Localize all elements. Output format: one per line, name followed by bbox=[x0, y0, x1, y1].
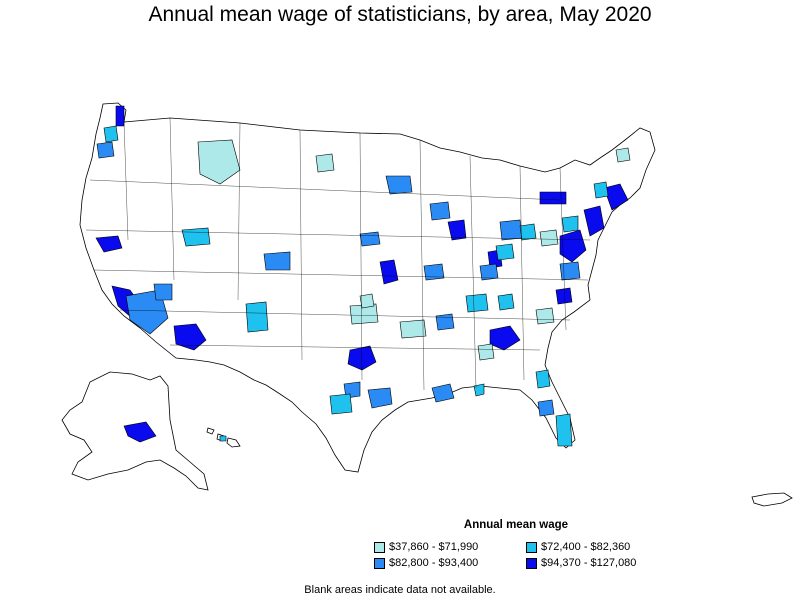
legend-label-highest: $94,370 - $127,080 bbox=[541, 557, 637, 569]
legend: Annual mean wage $37,860 - $71,990 $72,4… bbox=[362, 519, 672, 569]
map-title: Annual mean wage of statisticians, by ar… bbox=[148, 3, 652, 26]
bracket-lowest-areas bbox=[197, 139, 631, 361]
footnote: Blank areas indicate data not available. bbox=[304, 584, 496, 596]
legend-swatch-upper-middle bbox=[374, 557, 385, 569]
legend-label-lowest: $37,860 - $71,990 bbox=[389, 541, 479, 553]
state-and-area-borders bbox=[85, 117, 591, 391]
puerto-rico bbox=[751, 492, 793, 507]
bracket-highest-areas bbox=[95, 105, 629, 443]
legend-item-upper-middle: $82,800 - $93,400 bbox=[374, 557, 526, 569]
legend-label-lower-middle: $72,400 - $82,360 bbox=[541, 541, 631, 553]
legend-label-upper-middle: $82,800 - $93,400 bbox=[389, 557, 479, 569]
bracket-lower-middle-areas bbox=[103, 125, 609, 447]
legend-swatch-lowest bbox=[374, 541, 385, 553]
legend-title: Annual mean wage bbox=[463, 519, 569, 531]
legend-item-lowest: $37,860 - $71,990 bbox=[374, 541, 526, 553]
legend-grid: $37,860 - $71,990 $72,400 - $82,360 $82,… bbox=[374, 541, 672, 569]
legend-item-highest: $94,370 - $127,080 bbox=[526, 557, 676, 569]
legend-swatch-highest bbox=[526, 557, 537, 569]
legend-swatch-lower-middle bbox=[526, 541, 537, 553]
us-outline bbox=[61, 102, 793, 507]
legend-item-lower-middle: $72,400 - $82,360 bbox=[526, 541, 676, 553]
